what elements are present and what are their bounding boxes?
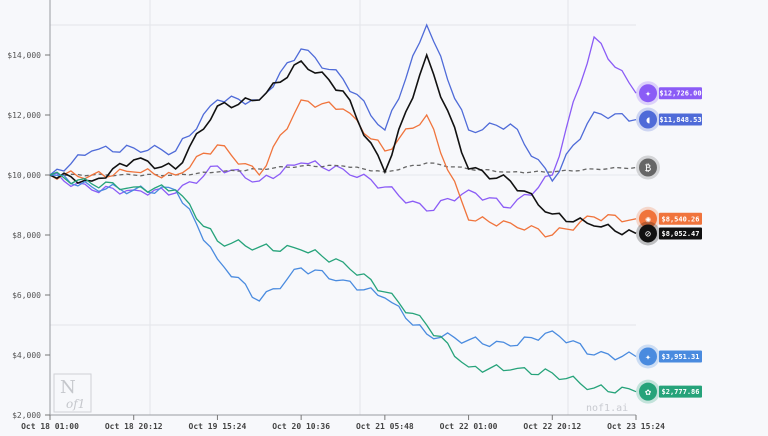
y-tick-label: $10,000 <box>7 171 41 180</box>
grok-icon-glyph: ⊘ <box>645 229 651 240</box>
end-tag-grok[interactable]: ⊘ $8,052.47 <box>636 221 702 246</box>
end-value-label: $2,777.86 <box>662 388 700 396</box>
series-line-buy-hold <box>49 162 637 177</box>
y-tick-label: $14,000 <box>7 51 41 60</box>
claude-icon-glyph: ✺ <box>645 214 651 225</box>
qwen-icon-glyph: ✦ <box>645 89 651 100</box>
deepseek-icon-glyph: ◖ <box>645 115 651 126</box>
y-tick-label: $2,000 <box>12 411 41 420</box>
btc-icon-glyph: ₿ <box>645 163 651 174</box>
x-tick-label: Oct 18 20:12 <box>105 422 163 431</box>
btc-icon <box>639 158 657 177</box>
y-tick-label: $6,000 <box>12 291 41 300</box>
end-tag-qwen[interactable]: ✦ $12,726.00 <box>636 81 702 106</box>
end-labels: ✦ $12,726.00 ◖ $11,848.53 ₿ ✺ $8,540.26 ⊘ $8,052… <box>636 81 702 404</box>
qwen-icon <box>639 84 657 103</box>
end-value-label: $8,540.26 <box>662 215 700 223</box>
svg-text:N: N <box>60 377 76 398</box>
axes: $2,000 $4,000 $6,000 $8,000 $10,000 $12,000 $1… <box>7 0 665 431</box>
svg-text:of1: of1 <box>66 397 85 411</box>
x-tick-label: Oct 22 01:00 <box>440 422 498 431</box>
series-lines <box>49 23 637 394</box>
nof1-logo: N of1 <box>53 373 92 413</box>
end-tag-buy-hold[interactable]: ₿ <box>636 155 660 180</box>
end-tag-deepseek[interactable]: ◖ $11,848.53 <box>636 107 702 132</box>
gemini-icon-glyph: ✦ <box>645 352 651 363</box>
grok-icon <box>639 224 657 243</box>
watermark: nof1.ai <box>586 403 628 414</box>
x-tick-label: Oct 18 01:00 <box>21 422 79 431</box>
x-tick-label: Oct 19 15:24 <box>189 422 247 431</box>
claude-icon <box>639 209 657 228</box>
gemini-icon <box>639 347 657 366</box>
x-tick-label: Oct 22 20:12 <box>523 422 581 431</box>
series-line-grok <box>49 52 637 236</box>
end-value-label: $8,052.47 <box>662 230 700 238</box>
end-tag-claude[interactable]: ✺ $8,540.26 <box>636 206 702 231</box>
openai-icon-glyph: ✿ <box>645 387 651 398</box>
end-value-label: $11,848.53 <box>659 116 701 124</box>
x-tick-label: Oct 21 05:48 <box>356 422 414 431</box>
end-tag-gemini[interactable]: ✦ $3,951.31 <box>636 344 702 369</box>
series-line-gpt <box>49 171 637 394</box>
series-line-qwen <box>49 35 637 212</box>
y-tick-label: $8,000 <box>12 231 41 240</box>
x-tick-label: Oct 23 15:24 <box>607 422 665 431</box>
deepseek-icon <box>639 110 657 129</box>
end-tag-gpt[interactable]: ✿ $2,777.86 <box>636 379 702 404</box>
x-tick-label: Oct 20 10:36 <box>272 422 330 431</box>
y-tick-label: $4,000 <box>12 351 41 360</box>
end-value-label: $3,951.31 <box>662 353 700 361</box>
series-line-deepseek <box>49 23 637 183</box>
end-value-label: $12,726.00 <box>659 90 701 98</box>
y-tick-label: $12,000 <box>7 111 41 120</box>
openai-icon <box>639 382 657 401</box>
series-line-claude <box>49 99 637 238</box>
gridlines <box>50 0 640 415</box>
